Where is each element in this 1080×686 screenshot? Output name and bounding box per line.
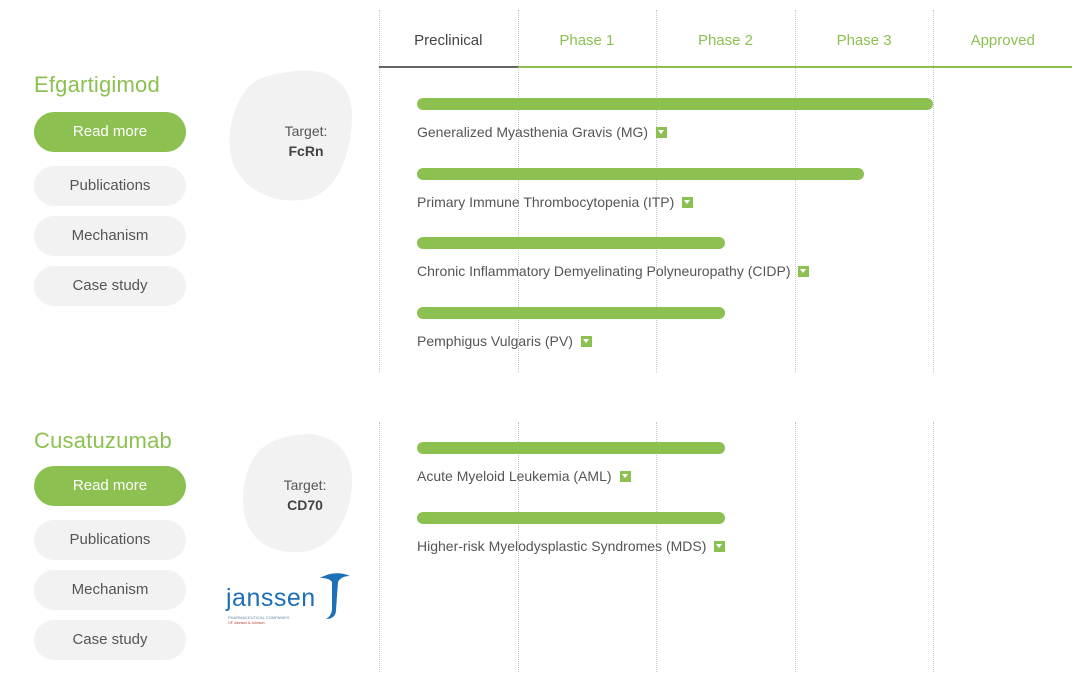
indication-label: Generalized Myasthenia Gravis (MG)	[417, 124, 649, 140]
progress-bar	[417, 512, 725, 524]
indication-label: Primary Immune Thrombocytopenia (ITP)	[417, 194, 675, 210]
dropdown-toggle-icon[interactable]	[798, 266, 810, 277]
target-blob	[240, 432, 355, 554]
grid-line	[933, 10, 934, 66]
indication-label: Higher-risk Myelodysplastic Syndromes (M…	[417, 538, 707, 554]
grid-line	[656, 68, 657, 373]
publications-button[interactable]: Publications	[34, 166, 186, 206]
target-label: Target:	[284, 123, 328, 139]
tab-phase-1[interactable]: Phase 1	[559, 32, 615, 49]
dropdown-toggle-icon[interactable]	[619, 471, 631, 482]
read-more-button[interactable]: Read more	[34, 466, 186, 506]
target-info: Target: FcRn	[246, 121, 366, 161]
drug-title-cusatuzumab: Cusatuzumab	[34, 428, 172, 453]
grid-line	[379, 422, 380, 672]
phase-header-line	[379, 66, 1072, 68]
dropdown-toggle-icon[interactable]	[656, 127, 668, 138]
dropdown-toggle-icon[interactable]	[682, 197, 694, 208]
partner-parent: OF Johnson & Johnson	[228, 621, 265, 625]
indication-label: Chronic Inflammatory Demyelinating Polyn…	[417, 263, 791, 279]
grid-line	[656, 10, 657, 66]
publications-button[interactable]: Publications	[34, 520, 186, 560]
progress-bar	[417, 442, 725, 454]
dropdown-toggle-icon[interactable]	[580, 336, 592, 347]
target-info: Target: CD70	[245, 475, 365, 515]
grid-line	[795, 10, 796, 66]
progress-bar	[417, 168, 864, 180]
progress-bar	[417, 237, 725, 249]
indication-label: Acute Myeloid Leukemia (AML)	[417, 468, 612, 484]
case-study-button[interactable]: Case study	[34, 266, 186, 306]
indication-item: Primary Immune Thrombocytopenia (ITP)	[417, 194, 694, 210]
grid-line	[518, 422, 519, 672]
dropdown-toggle-icon[interactable]	[714, 541, 726, 552]
tab-approved[interactable]: Approved	[970, 32, 1035, 49]
drug-title-efgartigimod: Efgartigimod	[34, 72, 160, 97]
janssen-swoosh-icon	[320, 573, 350, 619]
tab-phase-3[interactable]: Phase 3	[836, 32, 892, 49]
indication-item: Higher-risk Myelodysplastic Syndromes (M…	[417, 538, 726, 554]
grid-line	[933, 68, 934, 373]
case-study-button[interactable]: Case study	[34, 620, 186, 660]
target-label: Target:	[283, 477, 327, 493]
progress-bar	[417, 307, 725, 319]
progress-bar	[417, 98, 933, 110]
indication-item: Generalized Myasthenia Gravis (MG)	[417, 124, 668, 140]
grid-line	[518, 10, 519, 66]
janssen-logo: janssen PHARMACEUTICAL COMPANIES OF John…	[226, 570, 356, 630]
grid-line	[379, 68, 380, 373]
indication-item: Chronic Inflammatory Demyelinating Polyn…	[417, 263, 810, 279]
target-blob	[228, 68, 356, 202]
phase-header-active-indicator	[379, 66, 518, 68]
grid-line	[656, 422, 657, 672]
partner-tagline: PHARMACEUTICAL COMPANIES	[228, 615, 290, 620]
grid-line	[933, 422, 934, 672]
tab-phase-2[interactable]: Phase 2	[697, 32, 753, 49]
indication-label: Pemphigus Vulgaris (PV)	[417, 333, 573, 349]
mechanism-button[interactable]: Mechanism	[34, 570, 186, 610]
indication-item: Acute Myeloid Leukemia (AML)	[417, 468, 631, 484]
read-more-button[interactable]: Read more	[34, 112, 186, 152]
partner-name: janssen	[226, 584, 316, 612]
tab-preclinical[interactable]: Preclinical	[414, 32, 483, 49]
grid-line	[795, 422, 796, 672]
indication-item: Pemphigus Vulgaris (PV)	[417, 333, 592, 349]
target-value: CD70	[287, 497, 323, 513]
target-value: FcRn	[288, 143, 324, 159]
grid-line	[518, 68, 519, 373]
phase-header: Preclinical Phase 1 Phase 2 Phase 3 Appr…	[379, 18, 1072, 68]
grid-line	[795, 68, 796, 373]
mechanism-button[interactable]: Mechanism	[34, 216, 186, 256]
grid-line	[379, 10, 380, 66]
